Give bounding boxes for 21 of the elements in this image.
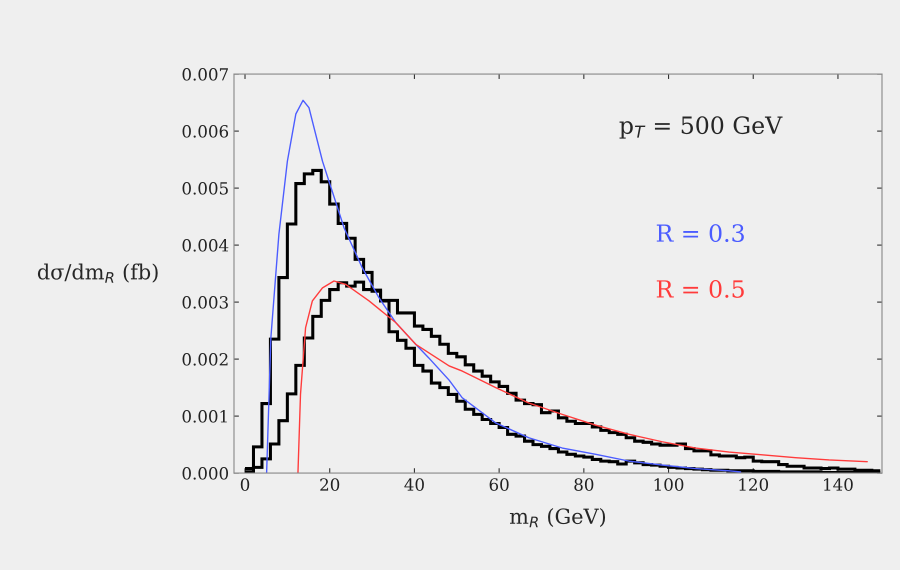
- x-tick-label: 40: [404, 478, 424, 491]
- x-axis-title: m$_{R}$ (GeV): [510, 508, 606, 528]
- x-tick-label: 100: [654, 478, 684, 491]
- x-tick-label: 80: [574, 478, 594, 491]
- y-tick-label: 0.007: [182, 68, 228, 81]
- y-tick-label: 0.001: [182, 410, 227, 423]
- x-tick-label: 120: [739, 478, 768, 491]
- y-tick-label: 0.002: [182, 353, 228, 366]
- y-tick-label: 0.000: [182, 467, 228, 480]
- x-tick-label: 0: [240, 478, 250, 491]
- y-tick-label: 0.005: [182, 182, 228, 195]
- x-tick-label: 60: [490, 478, 509, 491]
- x-tick-label: 20: [320, 478, 340, 491]
- y-tick-label: 0.003: [182, 296, 228, 309]
- y-tick-label: 0.004: [182, 239, 228, 252]
- y-axis-title: dσ/dm$_{R}$ (fb): [38, 264, 158, 283]
- x-tick-label: 140: [824, 478, 853, 491]
- text: R = 0.5: [656, 280, 744, 298]
- y-tick-label: 0.006: [182, 125, 228, 138]
- text: R = 0.3: [656, 224, 744, 242]
- annotation: p$_{T}$ = 500 GeV: [620, 116, 783, 139]
